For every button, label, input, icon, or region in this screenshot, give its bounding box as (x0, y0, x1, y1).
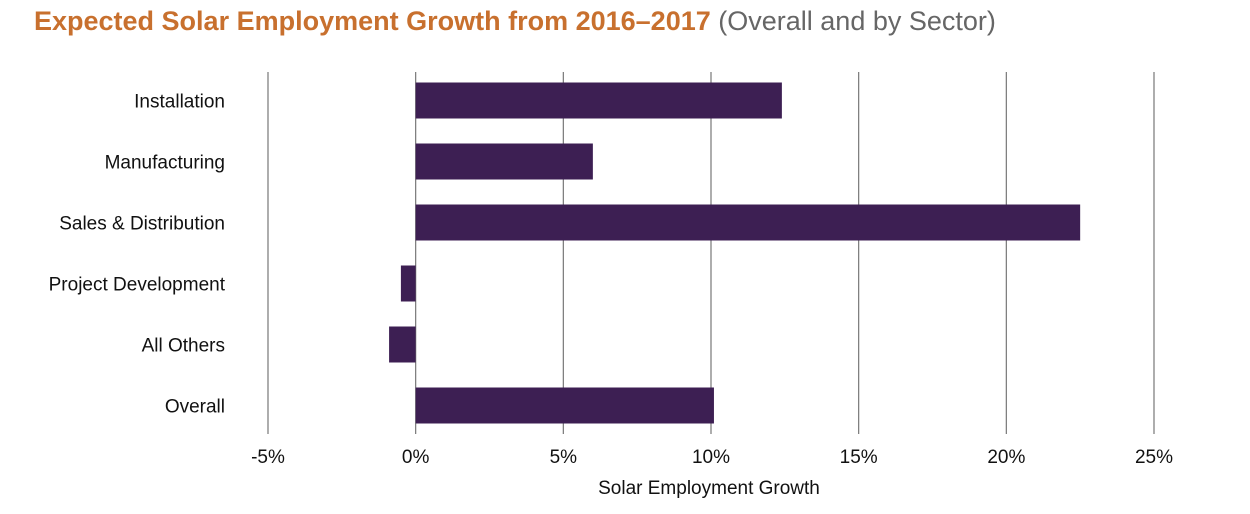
category-label: Manufacturing (105, 153, 225, 174)
chart-title: Expected Solar Employment Growth from 20… (34, 6, 996, 37)
x-tick-label: 10% (692, 447, 730, 468)
bar (389, 326, 416, 363)
bar (415, 387, 714, 424)
category-label: Project Development (49, 275, 226, 296)
category-label: All Others (142, 336, 225, 357)
bar (415, 82, 782, 119)
x-tick-label: 0% (402, 447, 430, 468)
x-tick-label: 5% (550, 447, 578, 468)
chart-subtitle: (Overall and by Sector) (718, 6, 996, 36)
x-tick-label: 15% (840, 447, 878, 468)
bar (415, 143, 593, 180)
category-labels: Installation Manufacturing Sales & Distrib… (49, 92, 226, 418)
x-tick-label: 20% (987, 447, 1025, 468)
bar (400, 265, 416, 302)
x-axis-title: Solar Employment Growth (598, 478, 820, 499)
category-label: Installation (134, 92, 225, 113)
x-tick-label: -5% (251, 447, 285, 468)
bar (415, 204, 1081, 241)
category-label: Overall (165, 397, 225, 418)
gridlines (267, 72, 1155, 434)
x-tick-label: 25% (1135, 447, 1173, 468)
category-label: Sales & Distribution (59, 214, 225, 235)
bars (389, 82, 1081, 424)
tick-labels: -5% 0% 5% 10% 15% 20% 25% (251, 447, 1173, 468)
chart-title-main: Expected Solar Employment Growth from 20… (34, 6, 711, 36)
